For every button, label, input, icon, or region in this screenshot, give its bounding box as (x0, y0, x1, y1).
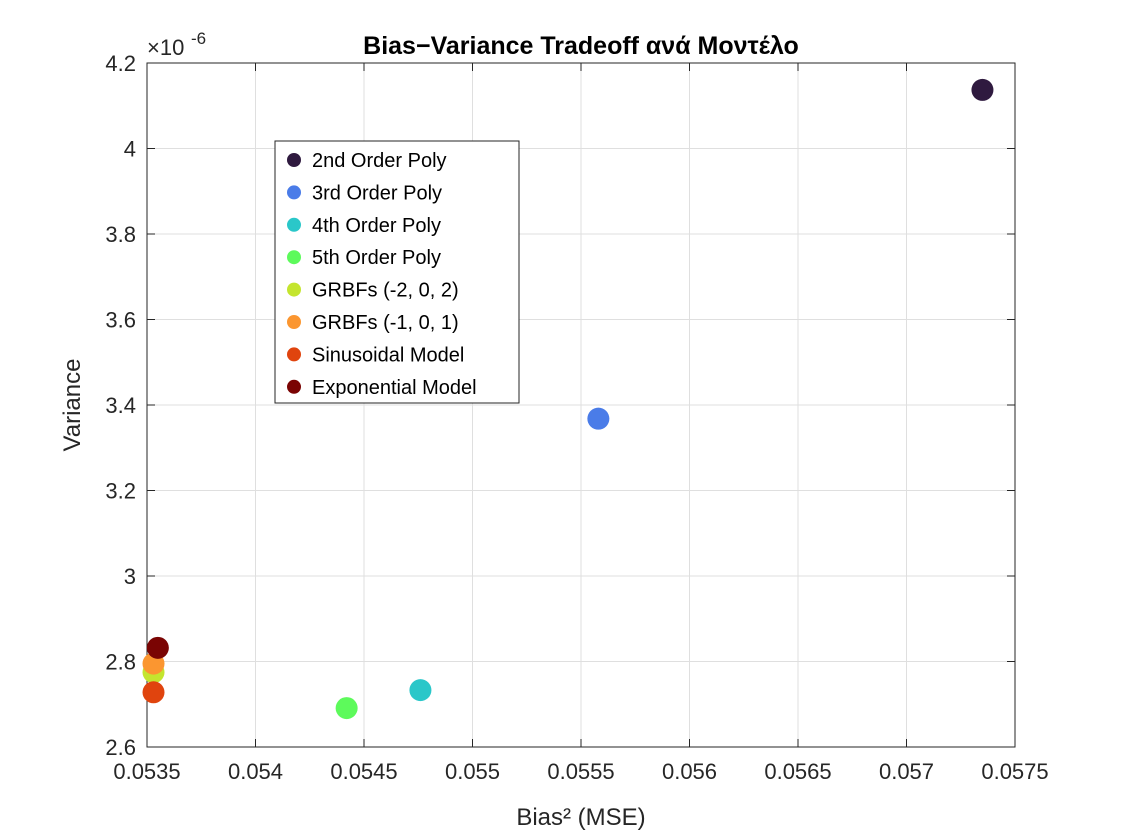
y-tick-label: 3.2 (105, 479, 136, 504)
legend-marker (287, 315, 301, 329)
legend-marker (287, 250, 301, 265)
data-point (587, 407, 610, 430)
legend-label: GRBFs (-1, 0, 1) (312, 312, 459, 334)
legend-label: GRBFs (-2, 0, 2) (312, 280, 459, 302)
y-axis-label: Variance (59, 359, 86, 452)
legend-entry: 5th Order Poly (287, 247, 441, 269)
legend-marker (287, 217, 301, 232)
legend-label: Sinusoidal Model (312, 344, 464, 366)
data-point (146, 636, 169, 659)
data-point (142, 681, 165, 704)
x-tick-label: 0.0535 (113, 759, 180, 784)
legend-marker (287, 185, 301, 200)
x-tick-label: 0.0545 (330, 759, 397, 784)
legend-marker (287, 282, 301, 297)
legend-label: Exponential Model (312, 377, 477, 399)
legend: 2nd Order Poly 3rd Order Poly 4th Order Po… (274, 140, 520, 404)
data-points (142, 78, 994, 720)
y-tick-label: 3.6 (105, 308, 136, 333)
legend-marker (287, 347, 301, 362)
y-exponent: ×10 -6 (147, 29, 206, 60)
x-axis-label: Bias² (MSE) (516, 804, 645, 831)
chart-title: Bias−Variance Tradeoff ανά Μοντέλο (363, 32, 799, 60)
y-tick-label: 3.4 (105, 393, 136, 418)
y-exponent-base: ×10 (147, 35, 184, 60)
y-exponent-power: -6 (191, 29, 206, 48)
x-tick-label: 0.056 (662, 759, 717, 784)
data-point (335, 697, 358, 720)
legend-label: 3rd Order Poly (312, 182, 442, 204)
legend-entry: GRBFs (-1, 0, 1) (287, 312, 459, 334)
legend-entry: Exponential Model (287, 377, 477, 399)
x-tick-label: 0.0575 (981, 759, 1048, 784)
x-tick-label: 0.054 (228, 759, 283, 784)
y-tick-label: 4.2 (105, 51, 136, 76)
legend-entry: 3rd Order Poly (287, 182, 442, 204)
legend-entry: Sinusoidal Model (287, 344, 464, 366)
data-point (971, 78, 994, 101)
legend-entry: 4th Order Poly (287, 215, 441, 237)
data-point (409, 679, 432, 702)
axis-ticks: 0.0535 0.054 0.0545 0.055 0.0555 0.056 0.0565 0… (105, 51, 1048, 784)
y-tick-label: 4 (124, 137, 136, 162)
y-tick-label: 2.6 (105, 735, 136, 760)
legend-marker (287, 379, 301, 394)
legend-entry: GRBFs (-2, 0, 2) (287, 280, 459, 302)
y-tick-label: 3 (124, 564, 136, 589)
x-tick-label: 0.0565 (764, 759, 831, 784)
legend-label: 4th Order Poly (312, 215, 441, 237)
y-tick-label: 3.8 (105, 222, 136, 247)
x-tick-label: 0.0555 (547, 759, 614, 784)
legend-label: 2nd Order Poly (312, 150, 447, 172)
x-tick-label: 0.055 (445, 759, 500, 784)
legend-label: 5th Order Poly (312, 247, 441, 269)
legend-entry: 2nd Order Poly (287, 150, 447, 172)
legend-marker (287, 153, 301, 167)
y-tick-label: 2.8 (105, 650, 136, 675)
x-tick-label: 0.057 (879, 759, 934, 784)
legend-box (274, 140, 520, 404)
